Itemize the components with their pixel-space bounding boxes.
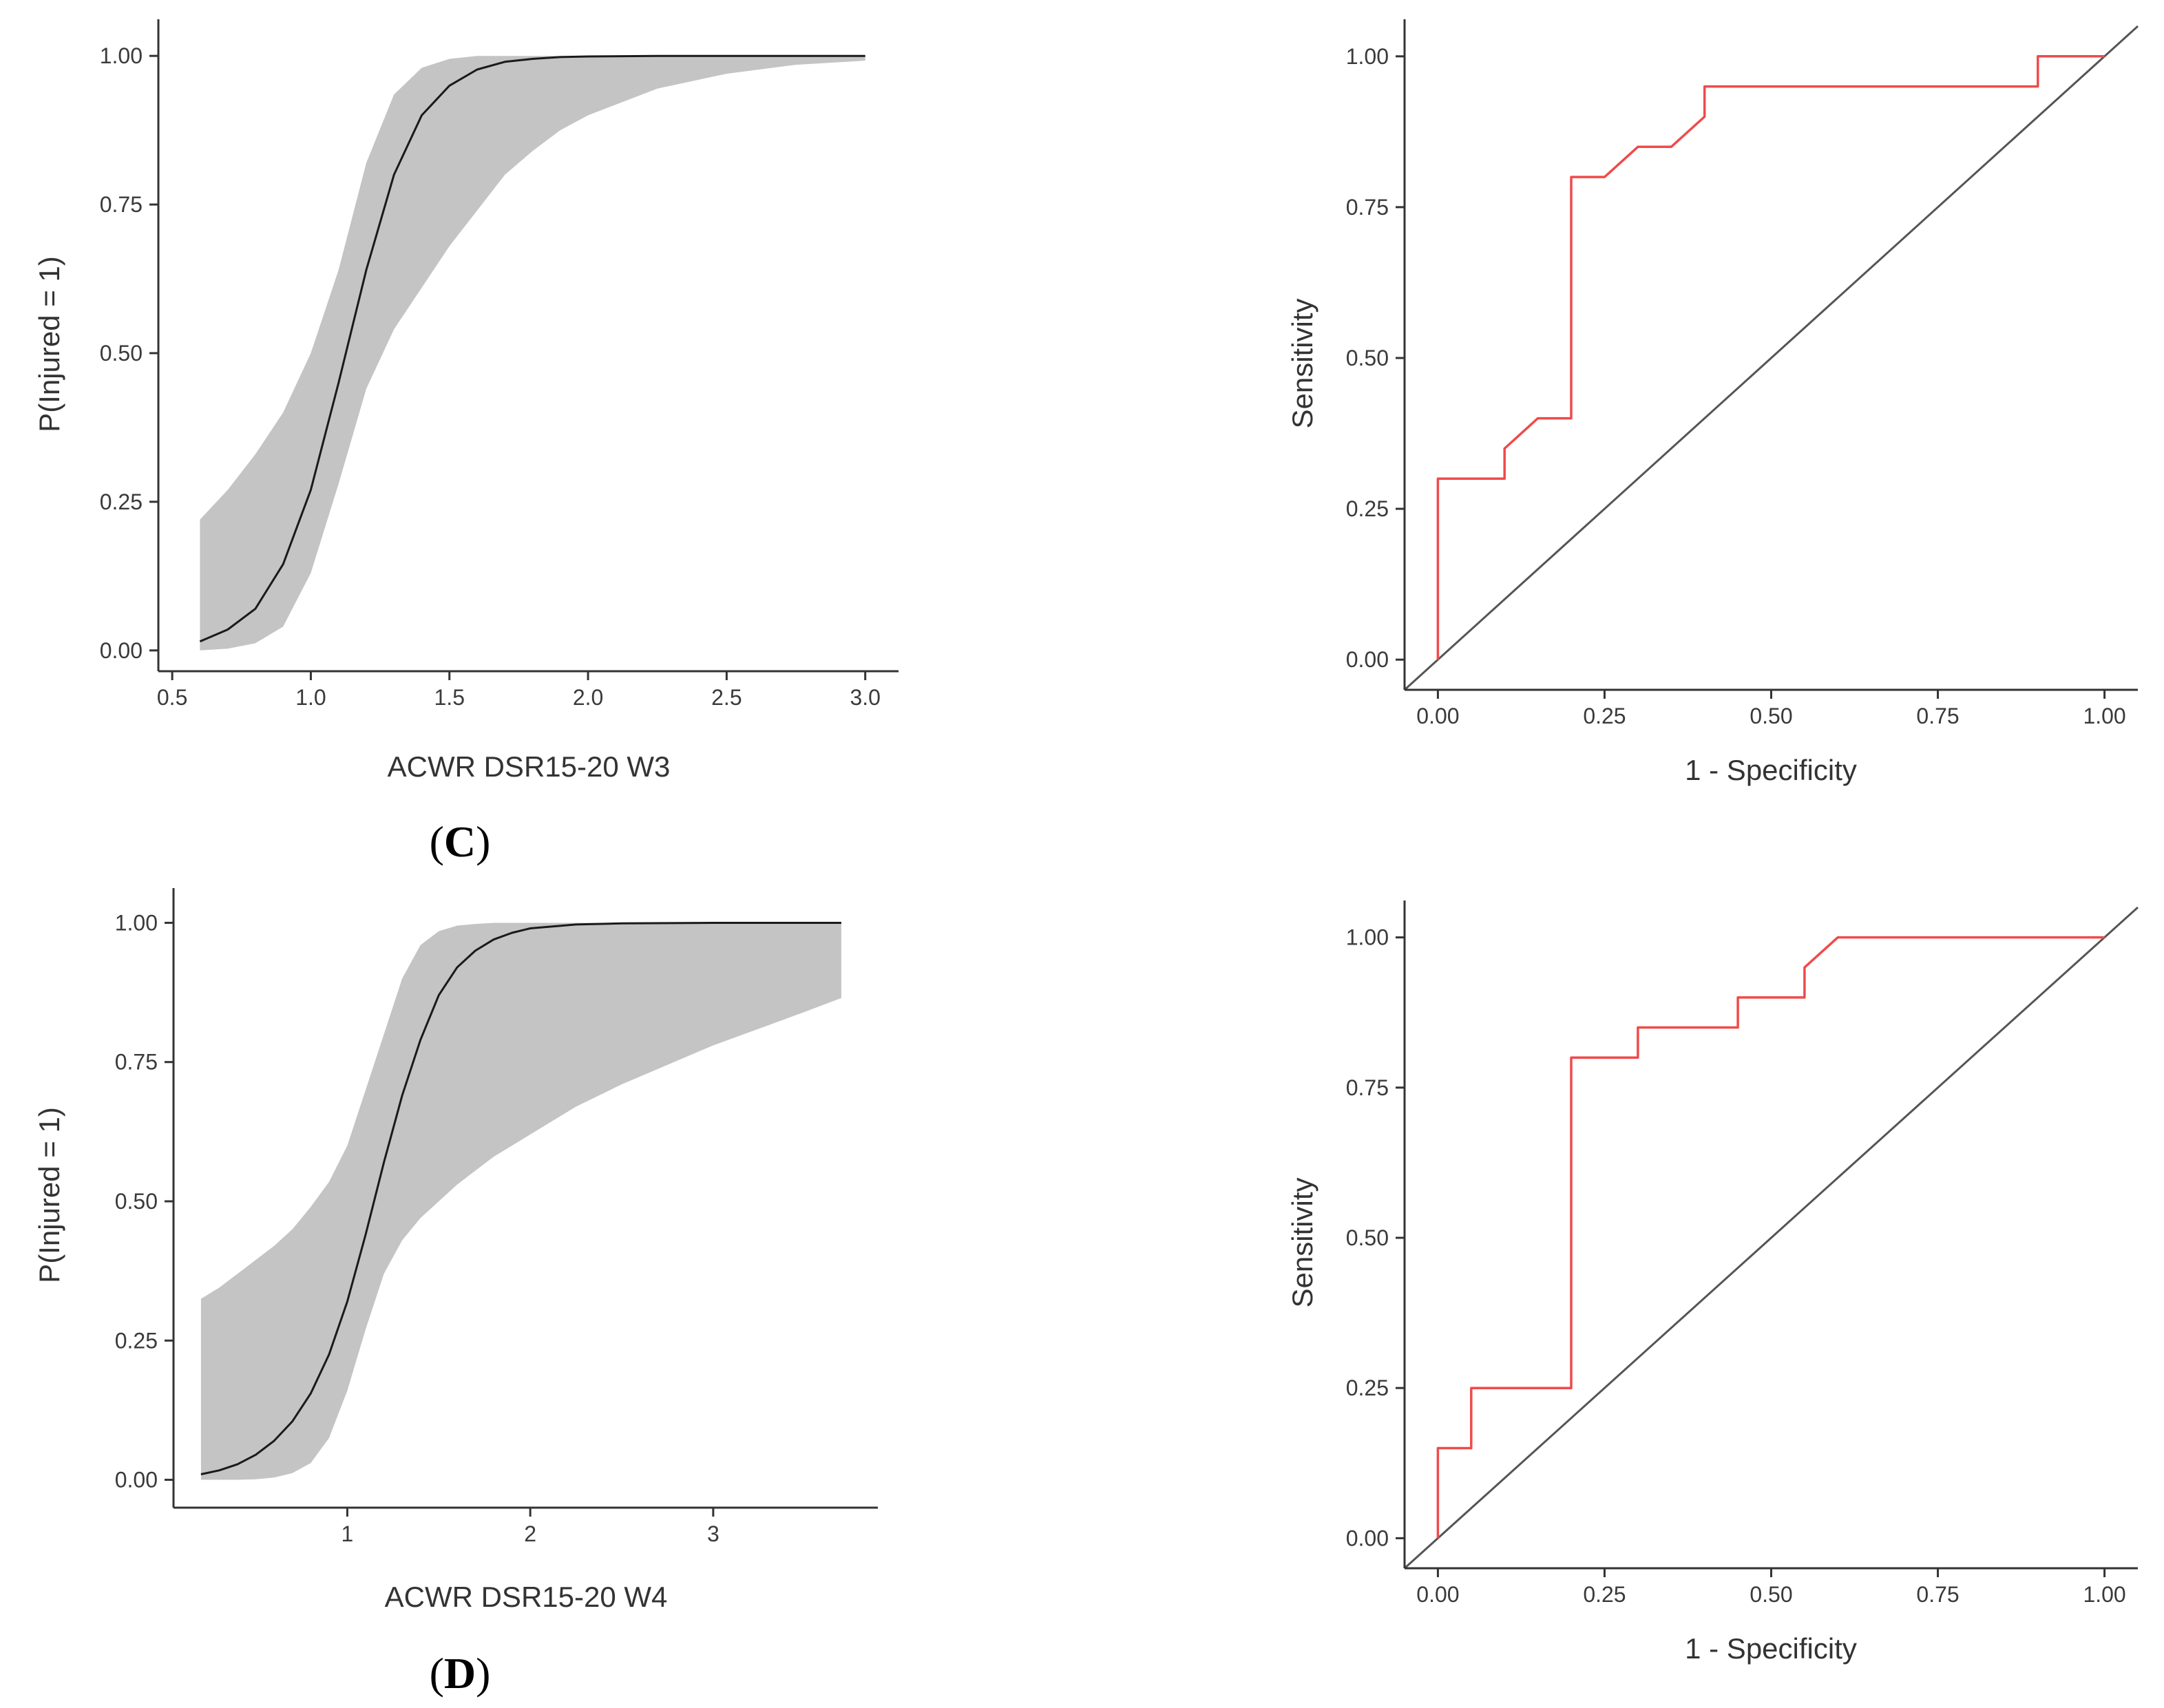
confidence-band-logit-d — [200, 922, 841, 1480]
x-tick-label-roc-d: 0.25 — [1583, 1582, 1626, 1607]
plot-area-roc-c: 0.00 0.25 0.50 0.75 1.00 0.00 0.25 0.50 0.75 1.00 — [1346, 19, 2139, 728]
x-tick-label-logit-c: 3.0 — [850, 685, 880, 710]
chart-roc-c: 0.00 0.25 0.50 0.75 1.00 0.00 0.25 0.50 0.75 1.00… — [1286, 19, 2139, 786]
chart-roc-d: 0.00 0.25 0.50 0.75 1.00 0.00 0.25 0.50 0.75 1.00… — [1286, 900, 2139, 1665]
probability-curve-logit-d — [200, 922, 841, 1475]
y-tick-label-logit-d: 0.00 — [115, 1468, 158, 1493]
chart-logit-c: 0.5 1.0 1.5 2.0 2.5 3.0 0.00 0.25 0.50 0.75 1.00 A… — [33, 19, 899, 783]
x-tick-label-roc-d: 1.00 — [2083, 1582, 2125, 1607]
x-tick-label-roc-c: 0.75 — [1916, 704, 1959, 728]
x-tick-label-roc-c: 0.50 — [1750, 704, 1792, 728]
y-tick-label-roc-c: 1.00 — [1346, 44, 1389, 69]
plot-area-roc-d: 0.00 0.25 0.50 0.75 1.00 0.00 0.25 0.50 0.75 1.00 — [1346, 900, 2139, 1607]
reference-diagonal-roc-d — [1403, 906, 2139, 1570]
y-axis-title-logit-c: P(Injured = 1) — [33, 256, 65, 432]
y-tick-label-roc-c: 0.75 — [1346, 195, 1389, 220]
panel-label-c-letter: C — [444, 817, 476, 866]
x-axis-title-logit-c: ACWR DSR15-20 W3 — [388, 750, 671, 783]
x-tick-label-logit-d: 1 — [342, 1521, 354, 1546]
y-axis-title-roc-d: Sensitivity — [1286, 1177, 1319, 1307]
x-tick-label-roc-c: 1.00 — [2083, 704, 2125, 728]
reference-diagonal-roc-c — [1403, 25, 2139, 691]
y-tick-label-roc-d: 0.50 — [1346, 1225, 1389, 1250]
chart-logit-d: 1 2 3 0.00 0.25 0.50 0.75 1.00 ACWR DSR15-20 W4… — [33, 888, 878, 1613]
y-tick-label-logit-d: 0.25 — [115, 1328, 158, 1353]
y-tick-label-logit-d: 1.00 — [115, 910, 158, 935]
y-tick-label-roc-d: 0.00 — [1346, 1526, 1389, 1550]
y-tick-label-logit-c: 0.75 — [100, 192, 143, 217]
y-tick-label-logit-c: 0.25 — [100, 489, 143, 514]
x-axis-title-roc-d: 1 - Specificity — [1685, 1632, 1857, 1665]
x-tick-label-logit-d: 3 — [707, 1521, 719, 1546]
y-tick-label-logit-c: 0.00 — [100, 638, 143, 663]
x-tick-label-roc-d: 0.50 — [1750, 1582, 1792, 1607]
y-tick-label-roc-d: 0.25 — [1346, 1375, 1389, 1400]
y-tick-label-roc-c: 0.25 — [1346, 496, 1389, 521]
x-tick-label-roc-d: 0.75 — [1916, 1582, 1959, 1607]
x-axis-title-logit-d: ACWR DSR15-20 W4 — [385, 1581, 668, 1613]
y-tick-label-roc-d: 1.00 — [1346, 925, 1389, 950]
x-tick-label-logit-c: 2.0 — [573, 685, 603, 710]
roc-curve-roc-d — [1436, 936, 2105, 1539]
x-tick-label-logit-d: 2 — [524, 1521, 536, 1546]
confidence-band-logit-c — [200, 56, 865, 651]
y-tick-label-logit-d: 0.50 — [115, 1189, 158, 1214]
y-tick-label-roc-d: 0.75 — [1346, 1075, 1389, 1100]
x-tick-label-logit-c: 1.5 — [434, 685, 465, 710]
plot-area-logit-c: 0.5 1.0 1.5 2.0 2.5 3.0 0.00 0.25 0.50 0.75 1.00 — [100, 19, 899, 710]
x-axis-title-roc-c: 1 - Specificity — [1685, 754, 1857, 786]
x-tick-label-roc-c: 0.25 — [1583, 704, 1626, 728]
panel-label-d: (D) — [430, 1649, 491, 1698]
x-tick-label-roc-d: 0.00 — [1416, 1582, 1459, 1607]
y-tick-label-roc-c: 0.50 — [1346, 346, 1389, 370]
plot-area-logit-d: 1 2 3 0.00 0.25 0.50 0.75 1.00 — [115, 888, 878, 1546]
probability-curve-logit-c — [199, 54, 865, 643]
x-tick-label-logit-c: 1.0 — [295, 685, 326, 710]
panel-label-d-letter: D — [444, 1649, 476, 1698]
y-tick-label-logit-d: 0.75 — [115, 1050, 158, 1075]
y-axis-title-logit-d: P(Injured = 1) — [33, 1107, 65, 1283]
y-tick-label-roc-c: 0.00 — [1346, 647, 1389, 672]
x-tick-label-roc-c: 0.00 — [1416, 704, 1459, 728]
y-tick-label-logit-c: 0.50 — [100, 341, 143, 366]
y-tick-label-logit-c: 1.00 — [100, 43, 143, 68]
x-tick-label-logit-c: 2.5 — [711, 685, 742, 710]
x-tick-label-logit-c: 0.5 — [157, 685, 187, 710]
y-axis-title-roc-c: Sensitivity — [1286, 298, 1319, 428]
roc-curve-roc-c — [1436, 55, 2105, 660]
panel-label-c: (C) — [430, 817, 491, 866]
